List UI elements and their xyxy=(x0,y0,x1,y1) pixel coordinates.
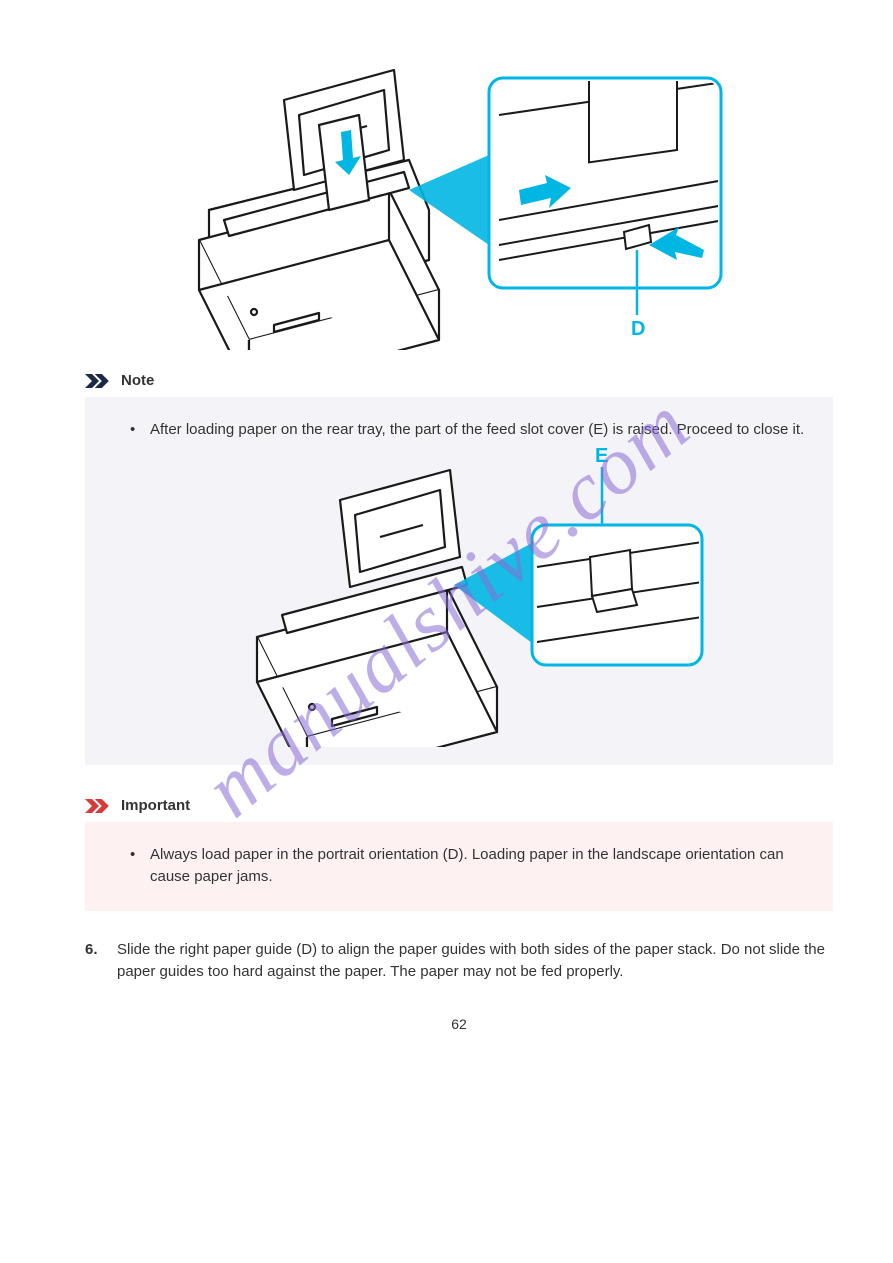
printer-load-paper-illustration: D xyxy=(179,60,739,350)
bullet-dot: • xyxy=(130,419,142,442)
figure-top-row: D xyxy=(85,60,833,350)
important-bullet: • Always load paper in the portrait orie… xyxy=(130,844,813,889)
step-text: Slide the right paper guide (D) to align… xyxy=(117,939,833,984)
important-chevron-icon xyxy=(85,797,113,815)
note-header-label: Note xyxy=(121,370,154,393)
important-bullet-text: Always load paper in the portrait orient… xyxy=(150,844,813,889)
callout-label-e: E xyxy=(595,447,608,467)
important-header-label: Important xyxy=(121,795,190,818)
note-chevron-icon xyxy=(85,372,113,390)
callout-label-d: D xyxy=(631,318,645,340)
note-header: Note xyxy=(85,370,833,393)
important-header: Important xyxy=(85,795,833,818)
bullet-dot: • xyxy=(130,844,142,889)
step-6: 6. Slide the right paper guide (D) to al… xyxy=(85,939,833,984)
printer-feed-slot-cover-illustration: E xyxy=(232,447,712,747)
note-bullet: • After loading paper on the rear tray, … xyxy=(130,419,813,442)
figure-top: D xyxy=(179,60,739,350)
note-bullet-text: After loading paper on the rear tray, th… xyxy=(150,419,804,442)
step-number: 6. xyxy=(85,939,107,984)
important-panel: • Always load paper in the portrait orie… xyxy=(85,822,833,911)
page-number: 62 xyxy=(85,1014,833,1035)
figure-note-row: E xyxy=(130,447,813,747)
note-panel: • After loading paper on the rear tray, … xyxy=(85,397,833,766)
page-content: D Note • After loading paper on the rear… xyxy=(0,0,893,1065)
